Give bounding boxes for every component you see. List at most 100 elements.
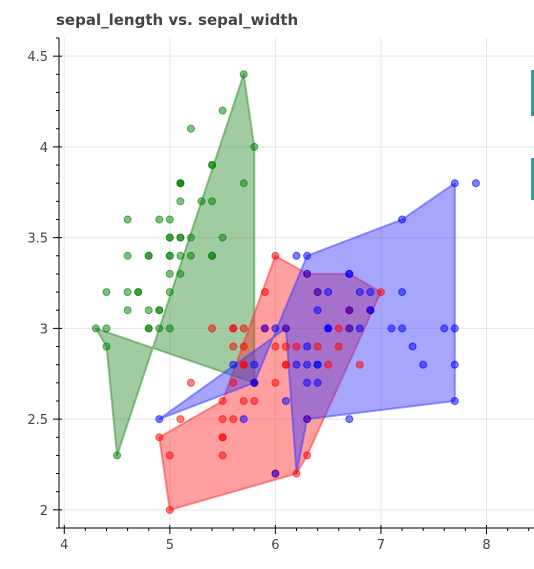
data-point-series-1 (176, 233, 185, 242)
x-tick-label: 4 (60, 538, 68, 553)
data-point-series-3 (440, 324, 449, 333)
legend-swatch-stub (531, 158, 534, 200)
data-point-series-2 (303, 451, 312, 460)
data-point-series-1 (144, 324, 153, 333)
hull-series-2 (158, 254, 382, 511)
data-point-series-2 (250, 397, 259, 405)
hull-series-3 (158, 182, 456, 475)
data-point-series-3 (398, 215, 407, 224)
data-point-series-3 (324, 324, 333, 333)
data-point-series-1 (134, 288, 143, 297)
data-point-series-3 (450, 179, 459, 188)
data-point-series-3 (313, 378, 322, 387)
data-point-series-1 (165, 215, 174, 224)
data-point-series-1 (176, 197, 185, 206)
data-point-series-1 (176, 251, 185, 260)
data-point-series-3 (419, 360, 428, 369)
data-point-series-2 (229, 324, 238, 333)
data-point-series-1 (250, 142, 259, 151)
x-tick-label: 5 (166, 538, 174, 553)
data-point-series-3 (303, 360, 312, 369)
data-point-series-2 (155, 433, 164, 442)
data-point-series-1 (186, 233, 195, 242)
data-point-series-3 (303, 415, 312, 424)
data-point-series-1 (218, 233, 227, 242)
data-point-series-1 (102, 288, 111, 297)
data-point-series-2 (165, 505, 174, 514)
legend-area (531, 70, 534, 200)
data-point-series-3 (408, 342, 417, 351)
data-point-series-3 (355, 324, 364, 333)
grid (59, 38, 534, 528)
data-point-series-3 (366, 288, 375, 297)
data-point-series-2 (292, 342, 301, 351)
data-point-series-3 (355, 288, 364, 297)
data-point-series-1 (144, 306, 153, 315)
data-point-series-3 (303, 342, 312, 351)
data-point-series-2 (271, 342, 280, 351)
data-point-series-2 (208, 324, 217, 333)
data-point-series-1 (239, 179, 248, 188)
y-tick-label: 4 (40, 141, 48, 156)
data-point-series-3 (155, 415, 164, 424)
data-point-series-1 (155, 324, 164, 333)
data-point-series-3 (387, 324, 396, 333)
data-point-series-1 (239, 70, 248, 79)
data-point-series-2 (229, 342, 238, 351)
data-point-series-2 (229, 415, 238, 424)
data-point-series-1 (102, 342, 111, 351)
data-point-series-3 (398, 288, 407, 297)
data-point-series-1 (165, 233, 174, 242)
chart-title: sepal_length vs. sepal_width (56, 11, 298, 29)
data-point-series-2 (239, 342, 248, 351)
data-point-series-1 (208, 161, 217, 169)
data-point-series-2 (292, 469, 301, 478)
data-point-series-1 (208, 251, 217, 260)
data-point-series-1 (176, 269, 185, 278)
data-point-series-2 (239, 397, 248, 405)
data-point-series-1 (186, 251, 195, 260)
data-point-series-3 (324, 288, 333, 297)
data-point-series-2 (376, 288, 385, 297)
data-point-series-2 (218, 397, 227, 405)
legend-swatch-stub (531, 70, 534, 116)
data-point-series-3 (250, 378, 259, 387)
data-point-series-1 (186, 124, 195, 133)
data-point-series-3 (250, 360, 259, 369)
data-point-series-2 (239, 324, 248, 333)
data-point-series-3 (471, 179, 480, 188)
data-point-series-3 (303, 378, 312, 387)
data-point-series-2 (186, 378, 195, 387)
data-point-series-3 (450, 360, 459, 369)
data-point-series-2 (218, 415, 227, 424)
data-point-series-1 (91, 324, 100, 333)
data-point-series-1 (155, 306, 164, 315)
data-point-series-2 (281, 342, 290, 351)
point-layer (91, 70, 480, 514)
data-point-series-3 (313, 306, 322, 315)
data-point-series-2 (334, 342, 343, 351)
data-point-series-1 (123, 306, 132, 315)
data-point-series-1 (165, 324, 174, 333)
data-point-series-2 (176, 415, 185, 424)
y-tick-label: 3.5 (27, 232, 48, 247)
data-point-series-3 (292, 360, 301, 369)
y-tick-label: 4.5 (27, 50, 48, 65)
x-tick-label: 7 (377, 538, 385, 553)
data-point-series-2 (281, 360, 290, 369)
data-point-series-3 (229, 360, 238, 369)
data-point-series-3 (345, 269, 354, 278)
data-point-series-1 (165, 288, 174, 297)
data-point-series-1 (123, 251, 132, 260)
data-point-series-3 (303, 251, 312, 260)
data-point-series-2 (218, 451, 227, 460)
data-point-series-3 (366, 306, 375, 315)
data-point-series-3 (450, 324, 459, 333)
data-point-series-3 (292, 251, 301, 260)
data-point-series-1 (218, 106, 227, 115)
data-point-series-1 (144, 251, 153, 260)
data-point-series-2 (239, 360, 248, 369)
data-point-series-1 (176, 179, 185, 188)
data-point-series-1 (102, 324, 111, 333)
